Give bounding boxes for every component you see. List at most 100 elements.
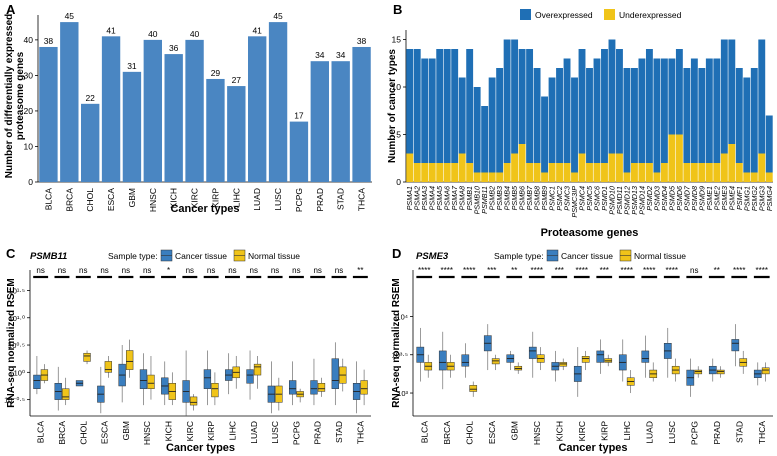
- bar-under-psma2: [413, 163, 421, 182]
- bar-value-label: 36: [169, 43, 179, 53]
- x-tick-label-d: KIRP: [599, 421, 609, 441]
- x-tick-label-c: GBM: [121, 421, 131, 440]
- box-normal-kirp: [211, 383, 219, 398]
- bar-under-psmd6: [675, 134, 683, 182]
- bar-over-psmb10: [473, 87, 481, 173]
- significance-label: **: [357, 266, 363, 275]
- significance-label: ns: [313, 266, 321, 275]
- bar-over-psmb11: [481, 106, 489, 173]
- x-tick-label-d: BLCA: [419, 421, 429, 444]
- bar-value-label: 45: [273, 11, 283, 21]
- box-cancer-hnsc: [139, 369, 148, 389]
- x-tick-label-c: CHOL: [78, 421, 88, 445]
- box-cancer-pcpg: [288, 380, 297, 395]
- bar-a-esca: [101, 36, 121, 182]
- legend-swatch-under: [604, 9, 615, 20]
- bar-over-psma6: [443, 49, 451, 163]
- x-tick-label-a: STAD: [336, 188, 346, 210]
- bar-under-psmc6: [593, 163, 601, 182]
- x-tick-label-b: PSMD11: [615, 186, 624, 214]
- significance-label: ****: [643, 266, 655, 275]
- x-tick-label-b: PSMC3IP: [570, 186, 579, 218]
- box-cancer-luad: [641, 350, 650, 363]
- x-tick-label-b: PSMB2: [488, 186, 497, 210]
- y-tick-label-a: 10: [24, 141, 34, 151]
- bar-under-psma5: [436, 163, 444, 182]
- x-tick-label-b: PSMD10: [607, 186, 616, 215]
- significance-label: ns: [58, 266, 66, 275]
- significance-label: ****: [441, 266, 453, 275]
- x-tick-label-b: PSMG2: [750, 186, 759, 211]
- x-tick-label-a: CHOL: [85, 188, 95, 212]
- bar-under-psmc3ip: [571, 172, 578, 182]
- bar-under-psmd8: [690, 163, 698, 182]
- x-tick-label-d: ESCA: [487, 421, 497, 444]
- significance-label: ***: [555, 266, 564, 275]
- bar-under-psme1: [705, 163, 713, 182]
- legend-title-c: Sample type:: [108, 251, 158, 261]
- x-tick-label-a: HNSC: [148, 188, 158, 212]
- x-tick-label-d: KICH: [554, 421, 564, 441]
- x-tick-label-b: PSMA7: [450, 185, 459, 210]
- bar-under-psmb5: [511, 153, 519, 182]
- bar-under-psmd12: [623, 172, 631, 182]
- bar-value-label: 40: [148, 29, 158, 39]
- box-cancer-brca: [438, 350, 447, 371]
- legend-label-normal-d: Normal tissue: [634, 251, 686, 261]
- x-tick-label-b: PSMC3: [563, 186, 572, 211]
- bar-over-psmd11: [616, 49, 623, 154]
- x-tick-label-d: LIHC: [622, 421, 632, 440]
- bar-over-psmd1: [601, 49, 608, 163]
- x-tick-label-c: BRCA: [57, 421, 67, 445]
- bar-value-label: 31: [127, 61, 137, 71]
- box-cancer-blca: [33, 374, 41, 389]
- x-tick-label-b: PSMD3: [652, 186, 661, 211]
- box-cancer-stad: [331, 358, 339, 389]
- bar-over-psma2: [413, 49, 421, 163]
- bar-under-psme2: [713, 163, 721, 182]
- gene-title-d: PSME3: [416, 251, 449, 262]
- bar-over-psmd3: [653, 58, 661, 173]
- x-tick-label-b: PSMB9: [540, 186, 549, 210]
- x-tick-label-b: PSMB7: [525, 185, 534, 210]
- bar-a-stad: [331, 61, 350, 182]
- y-axis-title-b: Number of cancer types: [387, 49, 398, 163]
- bar-a-lusc: [268, 22, 288, 182]
- x-tick-label-c: STAD: [334, 421, 344, 443]
- x-tick-label-c: LIHC: [227, 421, 237, 440]
- y-tick-label-c: 10⁰·⁵: [8, 341, 25, 350]
- box-normal-hnsc: [147, 374, 155, 389]
- x-axis-title-c: Cancer types: [166, 442, 235, 454]
- panel-label-d: D: [392, 246, 401, 261]
- bar-under-psmf1: [735, 163, 743, 182]
- panel-label-b: B: [393, 2, 402, 17]
- y-tick-label-a: 20: [24, 106, 34, 116]
- bar-value-label: 29: [211, 68, 221, 78]
- significance-label: ****: [531, 266, 543, 275]
- bar-under-psme4: [728, 144, 736, 182]
- significance-label: ns: [228, 266, 236, 275]
- significance-label: ****: [733, 266, 745, 275]
- significance-label: **: [714, 266, 720, 275]
- box-normal-thca: [360, 380, 368, 395]
- y-tick-label-b: 15: [392, 35, 402, 45]
- bar-under-psmg3: [758, 153, 766, 182]
- x-tick-label-c: LUSC: [270, 421, 280, 444]
- bar-over-psmd14: [638, 58, 646, 163]
- bar-under-psmc2: [556, 163, 563, 182]
- bar-a-gbm: [122, 71, 142, 182]
- legend-label-cancer-d: Cancer tissue: [561, 251, 613, 261]
- x-tick-label-b: PSMB8: [533, 186, 542, 210]
- bar-under-psmg4: [765, 172, 773, 182]
- box-normal-prad: [317, 383, 326, 392]
- y-tick-label-b: 0: [396, 177, 401, 187]
- bar-under-psmd7: [683, 163, 691, 182]
- y-axis-title-a-line2: proteasome genes: [15, 51, 26, 140]
- x-tick-label-b: PSMA4: [428, 186, 437, 210]
- bar-value-label: 34: [336, 50, 346, 60]
- bar-under-psme3: [720, 153, 728, 182]
- bar-over-psmb5: [511, 39, 519, 154]
- x-tick-label-d: GBM: [509, 421, 519, 440]
- x-tick-label-d: LUAD: [644, 421, 654, 444]
- gene-title-c: PSMB11: [30, 251, 67, 262]
